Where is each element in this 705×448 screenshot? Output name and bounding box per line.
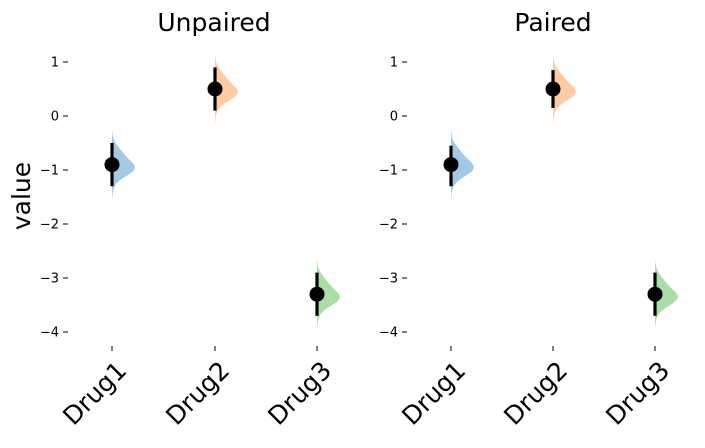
y-tick-label: −2	[379, 218, 398, 233]
y-tick-label: −3	[40, 272, 59, 287]
y-tick-label: −1	[379, 164, 398, 179]
distribution-violin	[215, 53, 238, 125]
distribution-violin	[112, 129, 135, 200]
distribution-violin	[317, 259, 340, 330]
chart-title: Unpaired	[157, 8, 270, 37]
y-tick-label: −1	[40, 164, 59, 179]
y-tick-label: −4	[40, 326, 59, 341]
data-point	[647, 286, 663, 302]
data-point	[207, 81, 223, 97]
y-tick-label: −4	[379, 326, 398, 341]
y-tick-label: 0	[51, 110, 59, 125]
data-point	[104, 157, 120, 173]
x-tick-label: Drug3	[262, 356, 337, 431]
x-tick-label: Drug2	[498, 356, 573, 431]
y-tick-label: 1	[390, 56, 398, 71]
x-tick-label: Drug1	[57, 356, 132, 431]
data-point	[443, 157, 459, 173]
data-point	[545, 81, 561, 97]
chart-title: Paired	[514, 8, 591, 37]
panel-unpaired: Unpaired value 1 0 −1 −2 −3 −4 Drug1 Drug2 Drug3	[7, 8, 340, 431]
plot-area: 1 0 −1 −2 −3 −4 Drug1 Drug2 Drug3	[40, 53, 340, 431]
y-tick-label: 1	[51, 56, 59, 71]
distribution-violin	[553, 53, 576, 125]
x-tick-label: Drug1	[396, 356, 471, 431]
data-point	[309, 286, 325, 302]
x-tick-label: Drug2	[160, 356, 235, 431]
x-tick-label: Drug3	[600, 356, 675, 431]
y-tick-label: 0	[390, 110, 398, 125]
plot-area: 1 0 −1 −2 −3 −4 Drug1 Drug2 Drug3	[379, 53, 678, 431]
y-tick-label: −2	[40, 218, 59, 233]
y-axis-label: value	[7, 162, 36, 230]
distribution-violin	[451, 129, 474, 200]
y-tick-label: −3	[379, 272, 398, 287]
distribution-violin	[655, 259, 678, 330]
panel-paired: Paired 1 0 −1 −2 −3 −4 Drug1 Drug2 Drug3	[379, 8, 678, 431]
